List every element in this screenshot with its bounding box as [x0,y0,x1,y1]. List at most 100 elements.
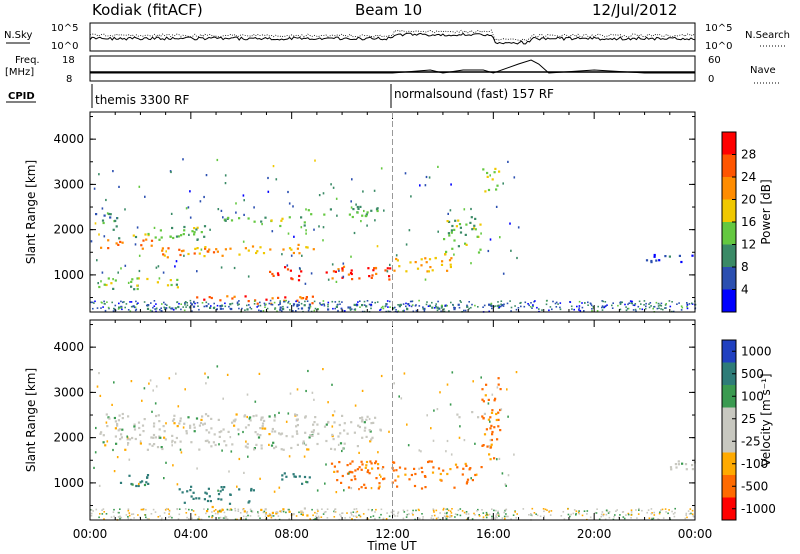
scatter-cell [427,270,430,273]
scatter-cell [132,234,135,237]
noise-cell [625,514,627,516]
scatter-cell [310,430,313,433]
speckle-cell [170,170,172,174]
noise-cell [444,515,447,518]
scatter-cell [496,438,499,441]
colorbar-swatch [722,154,736,177]
scatter-cell [424,475,427,478]
noise-cell [266,307,269,310]
noise-cell [624,303,626,306]
scatter-cell [374,416,377,419]
noise-cell [548,309,550,312]
scatter-cell [198,497,201,500]
noise-cell [300,513,303,515]
noise-cell [690,512,692,515]
noise-cell [333,510,335,513]
scatter-cell [117,429,120,432]
noise-cell [167,508,169,510]
scatter-cell [118,237,121,240]
noise-cell [536,306,538,309]
scatter-cell [147,232,150,236]
scatter-cell [98,285,101,289]
scatter-cell [346,464,349,467]
noise-cell [515,517,517,519]
noise-cell [127,517,130,520]
noise-cell [604,518,607,521]
scatter-cell [137,484,140,488]
scatter-cell [270,444,274,447]
speckle-cell [304,282,307,285]
scatter-cell [361,418,364,422]
noise-cell [453,306,455,309]
speckle-cell [307,369,309,373]
noise-cell [418,517,421,520]
speckle-cell [242,240,245,243]
noise-cell [198,518,201,520]
scatter-cell [343,442,346,445]
scatter-cell [658,259,661,262]
scatter-cell [462,467,465,470]
speckle-cell [90,240,93,243]
speckle-cell [139,440,142,443]
noise-cell [198,516,200,518]
scatter-cell [483,412,486,415]
noise-cell [257,512,259,515]
speckle-cell [330,183,332,186]
scatter-cell [146,448,149,451]
speckle-cell [93,466,95,469]
scatter-cell [273,419,276,422]
scatter-cell [231,421,234,424]
speckle-cell [175,372,177,375]
noise-cell [631,302,633,305]
scatter-cell [247,217,250,220]
scatter-cell [204,439,207,443]
speckle-cell [424,184,427,187]
speckle-cell [381,467,384,470]
speckle-cell [439,391,441,394]
speckle-cell [322,226,325,229]
speckle-cell [242,194,245,197]
scatter-cell [114,420,117,423]
scatter-cell [179,440,182,443]
scatter-cell [279,308,282,311]
scatter-cell [269,248,272,251]
scatter-cell [120,436,123,439]
noise-cell [228,305,230,308]
scatter-cell [190,441,193,444]
scatter-cell [677,463,680,466]
scatter-cell [352,208,355,211]
noise-cell [627,303,629,306]
scatter-cell [271,430,274,433]
noise-cell [465,511,468,513]
noise-cell [405,516,408,518]
noise-cell [191,310,193,312]
scatter-cell [152,425,156,428]
y-tick-label: 3000 [53,177,84,191]
noise-cell [645,302,647,305]
scatter-cell [487,418,490,421]
scatter-cell [477,251,481,254]
scatter-cell [370,438,373,441]
noise-cell [242,508,244,511]
noise-cell [314,511,316,514]
scatter-cell [350,269,353,272]
noise-cell [137,514,139,516]
noise-cell [194,302,196,305]
scatter-cell [316,423,319,426]
noise-cell [441,304,443,307]
speckle-cell [281,253,283,256]
speckle-cell [450,453,453,456]
scatter-cell [314,416,317,419]
speckle-cell [348,472,350,475]
noise-cell [423,308,426,310]
noise-cell [486,513,488,516]
scatter-cell [154,236,157,239]
noise-cell [602,514,604,517]
speckle-cell [301,254,303,257]
noise-cell [190,302,192,304]
noise-cell [687,510,690,512]
scatter-cell [480,466,483,469]
scatter-cell [163,436,166,439]
colorbar-tick-label: 1000 [741,344,772,358]
noise-cell [659,511,661,513]
